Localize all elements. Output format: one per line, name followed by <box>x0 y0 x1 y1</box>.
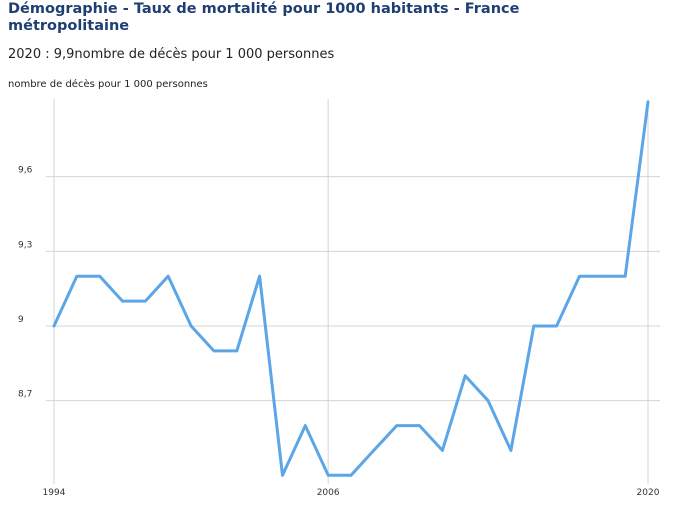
y-tick-label: 8,7 <box>18 390 32 400</box>
tick-layer: 8,7 9 9,3 9,6 1994 2006 2020 <box>18 166 660 498</box>
data-point[interactable] <box>623 274 627 278</box>
series-layer <box>52 100 650 477</box>
data-point[interactable] <box>532 324 536 328</box>
x-tick-label: 2006 <box>317 488 340 498</box>
y-tick-label: 9,6 <box>18 166 33 176</box>
data-point[interactable] <box>166 274 170 278</box>
data-point[interactable] <box>395 424 398 427</box>
data-point[interactable] <box>304 424 307 427</box>
data-point[interactable] <box>75 274 79 278</box>
data-point[interactable] <box>235 349 239 353</box>
data-point[interactable] <box>486 399 490 402</box>
data-point[interactable] <box>326 474 330 477</box>
data-point[interactable] <box>121 299 124 303</box>
chart-title: Démographie - Taux de mortalité pour 100… <box>8 1 520 34</box>
data-point[interactable] <box>418 424 421 427</box>
series-line <box>52 100 650 477</box>
y-tick-label: 9 <box>18 315 24 325</box>
data-point[interactable] <box>281 474 284 477</box>
data-point[interactable] <box>212 349 216 353</box>
x-tick-label: 1994 <box>43 488 66 498</box>
y-axis-unit-label: nombre de décès pour 1 000 personnes <box>8 79 208 90</box>
data-point[interactable] <box>646 100 650 104</box>
data-point[interactable] <box>601 274 604 278</box>
data-point[interactable] <box>372 449 376 452</box>
data-point[interactable] <box>189 324 193 328</box>
data-point[interactable] <box>509 449 513 452</box>
data-point[interactable] <box>258 274 261 278</box>
data-point[interactable] <box>578 274 581 278</box>
data-point[interactable] <box>349 474 353 477</box>
y-tick-label: 9,3 <box>18 240 32 250</box>
data-point[interactable] <box>463 374 467 378</box>
data-point[interactable] <box>144 299 147 303</box>
data-point[interactable] <box>98 274 101 278</box>
data-point[interactable] <box>441 449 444 452</box>
data-point[interactable] <box>52 324 56 328</box>
data-point[interactable] <box>555 324 558 328</box>
chart-subtitle: 2020 : 9,9nombre de décès pour 1 000 per… <box>8 47 335 62</box>
x-tick-label: 2020 <box>637 488 660 498</box>
grid-layer <box>46 99 660 484</box>
